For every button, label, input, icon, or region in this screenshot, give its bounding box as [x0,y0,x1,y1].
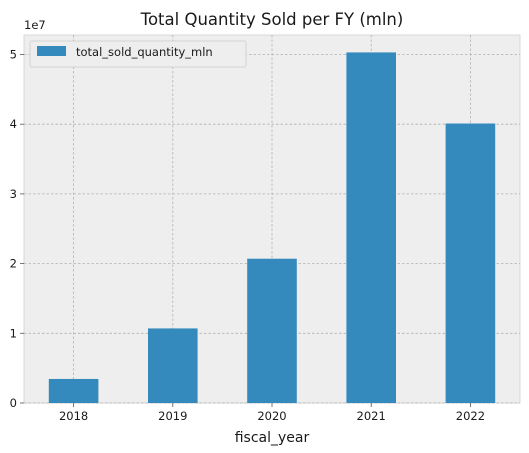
bar-2020 [247,258,297,403]
bar-2018 [48,378,99,403]
y-tick-label: 5 [10,48,17,62]
legend-swatch [37,46,66,56]
bar-2019 [148,328,198,403]
bar-2022 [445,123,496,404]
chart-title: Total Quantity Sold per FY (mln) [140,10,404,29]
legend-label: total_sold_quantity_mln [76,45,213,59]
y-axis-offset-label: 1e7 [24,18,46,32]
x-tick-label: 2019 [158,409,187,423]
x-tick-label: 2020 [257,409,286,423]
y-tick-label: 2 [10,257,17,271]
legend: total_sold_quantity_mln [29,40,247,68]
x-tick-label: 2018 [59,409,88,423]
x-axis-label: fiscal_year [235,430,310,446]
bar-2021 [346,52,396,403]
y-tick-label: 1 [10,326,17,340]
y-tick-label: 0 [10,396,17,410]
x-tick-label: 2022 [456,409,485,423]
y-tick-label: 4 [10,117,17,131]
y-tick-label: 3 [10,187,17,201]
x-tick-label: 2021 [357,409,386,423]
